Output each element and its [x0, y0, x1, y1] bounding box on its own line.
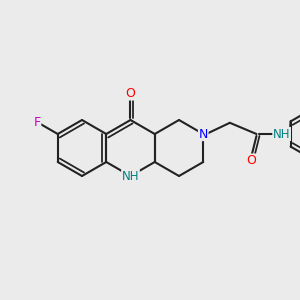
Text: NH: NH	[122, 169, 139, 182]
Text: O: O	[126, 87, 135, 100]
Text: O: O	[246, 154, 256, 167]
Text: NH: NH	[273, 128, 290, 140]
Text: N: N	[199, 128, 208, 140]
Text: F: F	[34, 116, 41, 129]
